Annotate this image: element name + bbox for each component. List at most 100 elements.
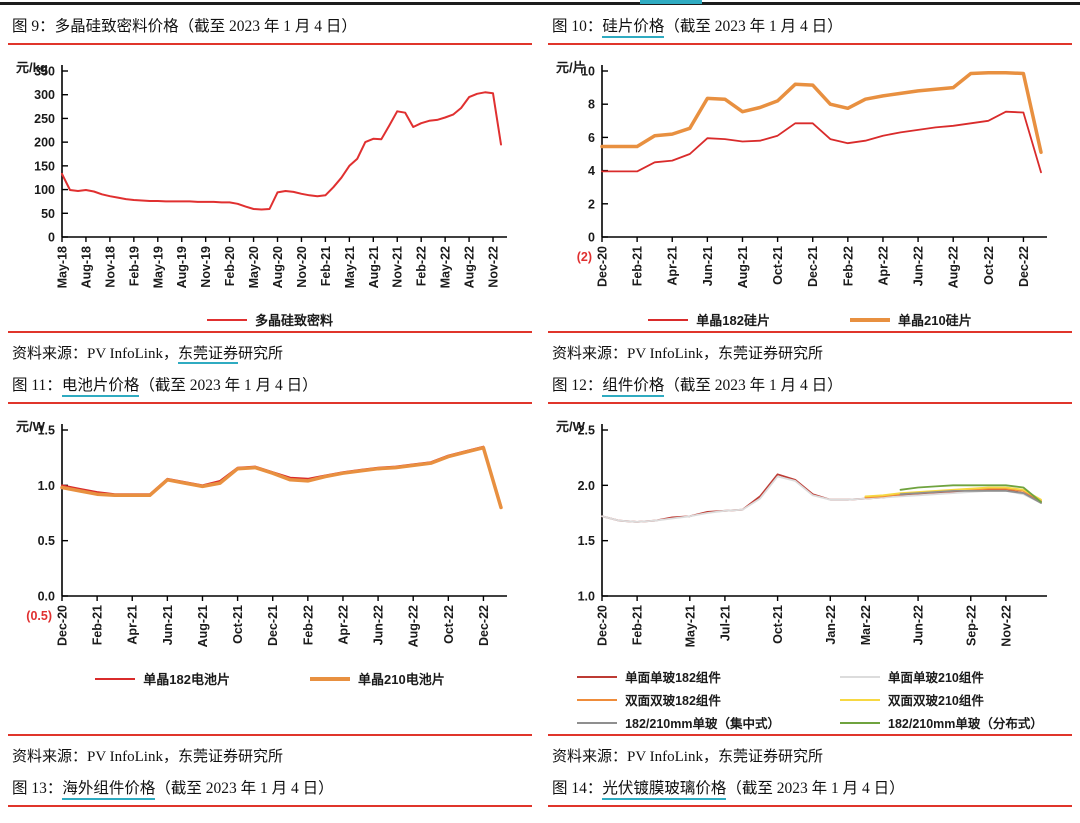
chart-fig12-cell: 1.0 1.5 2.0 2.5 Dec-20 Feb-21 May-21 Jul-21 Oct-… bbox=[548, 404, 1072, 734]
figure-13-link[interactable]: 海外组件价格 bbox=[62, 780, 156, 800]
svg-text:Aug-22: Aug-22 bbox=[463, 246, 477, 288]
figure-12-caption: 图 12：组件价格（截至 2023 年 1 月 4 日） bbox=[548, 365, 1072, 404]
svg-text:Aug-19: Aug-19 bbox=[175, 246, 189, 288]
legend-line-swatch bbox=[95, 677, 136, 680]
svg-text:Dec-21: Dec-21 bbox=[806, 246, 820, 287]
svg-text:Apr-22: Apr-22 bbox=[336, 605, 350, 645]
legend-label: 单晶182电池片 bbox=[143, 672, 230, 687]
figure-10-link[interactable]: 硅片价格 bbox=[602, 18, 665, 38]
legend-label: 双面双玻182组件 bbox=[625, 694, 721, 708]
legend-line-swatch bbox=[310, 676, 350, 681]
svg-text:1.0: 1.0 bbox=[578, 590, 595, 604]
figure-14-caption: 图 14：光伏镀膜玻璃价格（截至 2023 年 1 月 4 日） bbox=[548, 768, 1072, 807]
svg-text:Feb-20: Feb-20 bbox=[223, 246, 237, 286]
source-note-bottom-right: 资料来源：PV InfoLink，东莞证券研究所 bbox=[548, 734, 1072, 768]
figure-9-date: （截至 2023 年 1 月 4 日） bbox=[178, 18, 357, 35]
source-text: 资料来源：PV InfoLink， bbox=[12, 346, 178, 362]
figure-9-caption: 图 9：多晶硅致密料价格（截至 2023 年 1 月 4 日） bbox=[8, 6, 532, 45]
svg-text:2: 2 bbox=[588, 197, 595, 211]
svg-text:Aug-22: Aug-22 bbox=[407, 605, 421, 647]
legend-item: 单面单玻210组件 bbox=[840, 667, 1043, 686]
svg-text:Jun-22: Jun-22 bbox=[912, 246, 926, 286]
svg-text:(2): (2) bbox=[577, 250, 592, 264]
svg-text:200: 200 bbox=[34, 136, 55, 150]
figure-10-number: 图 10： bbox=[552, 18, 603, 35]
svg-text:1.5: 1.5 bbox=[578, 534, 595, 548]
source-link-dongguan-securities[interactable]: 东莞证券 bbox=[177, 346, 238, 364]
legend-line-swatch bbox=[577, 675, 618, 678]
svg-text:4: 4 bbox=[588, 164, 595, 178]
legend-item: 单晶210电池片 bbox=[310, 669, 445, 688]
svg-text:Dec-22: Dec-22 bbox=[477, 605, 491, 646]
top-teal-underline-fragment bbox=[640, 0, 702, 4]
svg-text:2.0: 2.0 bbox=[578, 479, 595, 493]
svg-text:Oct-21: Oct-21 bbox=[771, 246, 785, 285]
figure-11-link[interactable]: 电池片价格 bbox=[61, 377, 140, 397]
svg-text:Oct-21: Oct-21 bbox=[771, 605, 785, 644]
svg-text:350: 350 bbox=[34, 65, 55, 79]
figure-13-date: （截至 2023 年 1 月 4 日） bbox=[155, 780, 334, 797]
legend-label: 182/210mm单玻（分布式） bbox=[888, 717, 1043, 731]
svg-text:50: 50 bbox=[41, 207, 55, 221]
figure-14-link[interactable]: 光伏镀膜玻璃价格 bbox=[602, 780, 727, 800]
svg-text:0: 0 bbox=[48, 231, 55, 245]
svg-text:6: 6 bbox=[588, 131, 595, 145]
svg-text:Feb-22: Feb-22 bbox=[415, 246, 429, 286]
svg-text:300: 300 bbox=[34, 88, 55, 102]
chart-canvas: 1.0 1.5 2.0 2.5 Dec-20 Feb-21 May-21 Jul-21 Oct-… bbox=[556, 419, 1047, 647]
legend-line-swatch bbox=[577, 721, 618, 724]
svg-text:元/W: 元/W bbox=[16, 419, 46, 434]
svg-text:Nov-21: Nov-21 bbox=[391, 246, 405, 288]
svg-text:1.0: 1.0 bbox=[38, 479, 55, 493]
svg-text:Aug-21: Aug-21 bbox=[367, 246, 381, 288]
chart-canvas: 0 2 4 6 8 10 Dec-20 Feb-21 Apr-21 Jun-21 Aug-21 Oct… bbox=[556, 60, 1047, 288]
svg-text:元/kg: 元/kg bbox=[16, 60, 48, 75]
page-top-border bbox=[0, 2, 1080, 5]
legend-line-swatch bbox=[850, 317, 890, 322]
svg-text:Feb-22: Feb-22 bbox=[301, 605, 315, 645]
svg-text:Aug-21: Aug-21 bbox=[736, 246, 750, 288]
svg-text:May-18: May-18 bbox=[56, 246, 70, 288]
svg-text:150: 150 bbox=[34, 159, 55, 173]
svg-text:0.0: 0.0 bbox=[38, 590, 55, 604]
figure-12-link[interactable]: 组件价格 bbox=[602, 377, 665, 397]
svg-text:0: 0 bbox=[588, 231, 595, 245]
legend-item: 双面双玻210组件 bbox=[840, 690, 1043, 709]
chart-fig10-cell: 0 2 4 6 8 10 Dec-20 Feb-21 Apr-21 Jun-21 Aug-21 Oct… bbox=[548, 45, 1072, 331]
chart-fig10-wafer-price: 0 2 4 6 8 10 Dec-20 Feb-21 Apr-21 Jun-21 Aug-21 Oct… bbox=[548, 51, 1072, 329]
svg-text:Feb-21: Feb-21 bbox=[631, 605, 645, 645]
svg-text:Aug-18: Aug-18 bbox=[79, 246, 93, 288]
chart-legend: 单晶182电池片 单晶210电池片 bbox=[8, 669, 532, 688]
figure-9-title: 多晶硅致密料价格 bbox=[54, 18, 179, 35]
svg-text:Jul-21: Jul-21 bbox=[718, 605, 732, 641]
svg-text:Jun-22: Jun-22 bbox=[372, 605, 386, 645]
svg-text:Aug-21: Aug-21 bbox=[196, 605, 210, 647]
svg-text:Nov-20: Nov-20 bbox=[295, 246, 309, 288]
svg-text:Dec-20: Dec-20 bbox=[596, 246, 610, 287]
svg-text:元/W: 元/W bbox=[556, 419, 586, 434]
svg-text:Dec-22: Dec-22 bbox=[1017, 246, 1031, 287]
svg-text:Oct-22: Oct-22 bbox=[442, 605, 456, 644]
legend-item: 182/210mm单玻（集中式） bbox=[577, 713, 780, 732]
figure-12-date: （截至 2023 年 1 月 4 日） bbox=[664, 377, 843, 394]
chart-canvas: 0.0 0.5 1.0 1.5 Dec-20 Feb-21 Apr-21 Jun-21 Aug-… bbox=[16, 419, 507, 647]
svg-text:(0.5): (0.5) bbox=[26, 609, 52, 623]
svg-text:10: 10 bbox=[581, 65, 595, 79]
legend-label: 双面双玻210组件 bbox=[888, 694, 984, 708]
svg-text:Feb-22: Feb-22 bbox=[841, 246, 855, 286]
svg-text:Feb-21: Feb-21 bbox=[319, 246, 333, 286]
svg-text:250: 250 bbox=[34, 112, 55, 126]
chart-legend: 单晶182硅片 单晶210硅片 bbox=[548, 310, 1072, 329]
svg-text:Jun-22: Jun-22 bbox=[912, 605, 926, 645]
chart-canvas: 0 50 100 150 200 250 300 350 May-18 Aug-18 Nov-18 F… bbox=[16, 60, 507, 288]
figure-14-date: （截至 2023 年 1 月 4 日） bbox=[726, 780, 905, 797]
svg-text:Nov-22: Nov-22 bbox=[999, 605, 1013, 647]
svg-text:元/片: 元/片 bbox=[556, 60, 586, 75]
svg-text:1.5: 1.5 bbox=[38, 424, 55, 438]
figure-10-date: （截至 2023 年 1 月 4 日） bbox=[664, 18, 843, 35]
svg-text:Apr-22: Apr-22 bbox=[876, 246, 890, 286]
svg-text:Mar-22: Mar-22 bbox=[859, 605, 873, 645]
legend-label: 单晶182硅片 bbox=[696, 313, 770, 328]
